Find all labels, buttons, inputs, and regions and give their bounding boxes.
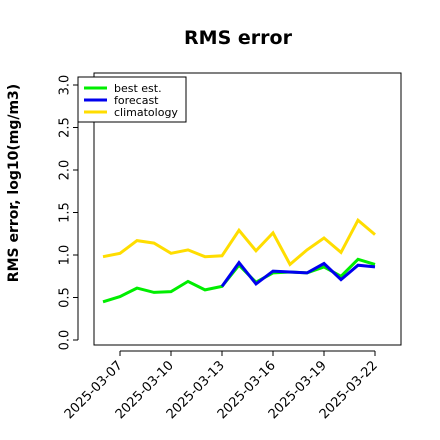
- plot-frame: [93, 72, 402, 346]
- series-line-climatology: [102, 217, 376, 267]
- legend-label: best est.: [114, 82, 162, 95]
- legend-label: forecast: [114, 94, 159, 107]
- y-axis: 0.0 0.5 1.0 1.5 2.0 2.5 3.0: [58, 75, 79, 351]
- series-line-best-est: [102, 257, 376, 304]
- y-tick-label: 0.5: [58, 287, 73, 308]
- y-tick-label: 0.0: [58, 330, 73, 351]
- x-axis: 2025-03-072025-03-102025-03-132025-03-16…: [62, 350, 381, 422]
- chart-title: RMS error: [184, 27, 293, 49]
- y-tick-label: 2.5: [58, 117, 73, 138]
- y-tick-label: 1.0: [58, 245, 73, 266]
- series-line-forecast: [220, 260, 376, 288]
- y-tick-label: 1.5: [58, 202, 73, 223]
- y-tick-label: 2.0: [58, 160, 73, 181]
- legend-box: [77, 76, 187, 123]
- y-axis-label: RMS error, log10(mg/m3): [6, 84, 22, 282]
- series-layer: [102, 217, 376, 304]
- y-tick-label: 3.0: [58, 75, 73, 96]
- legend-label: climatology: [114, 106, 178, 119]
